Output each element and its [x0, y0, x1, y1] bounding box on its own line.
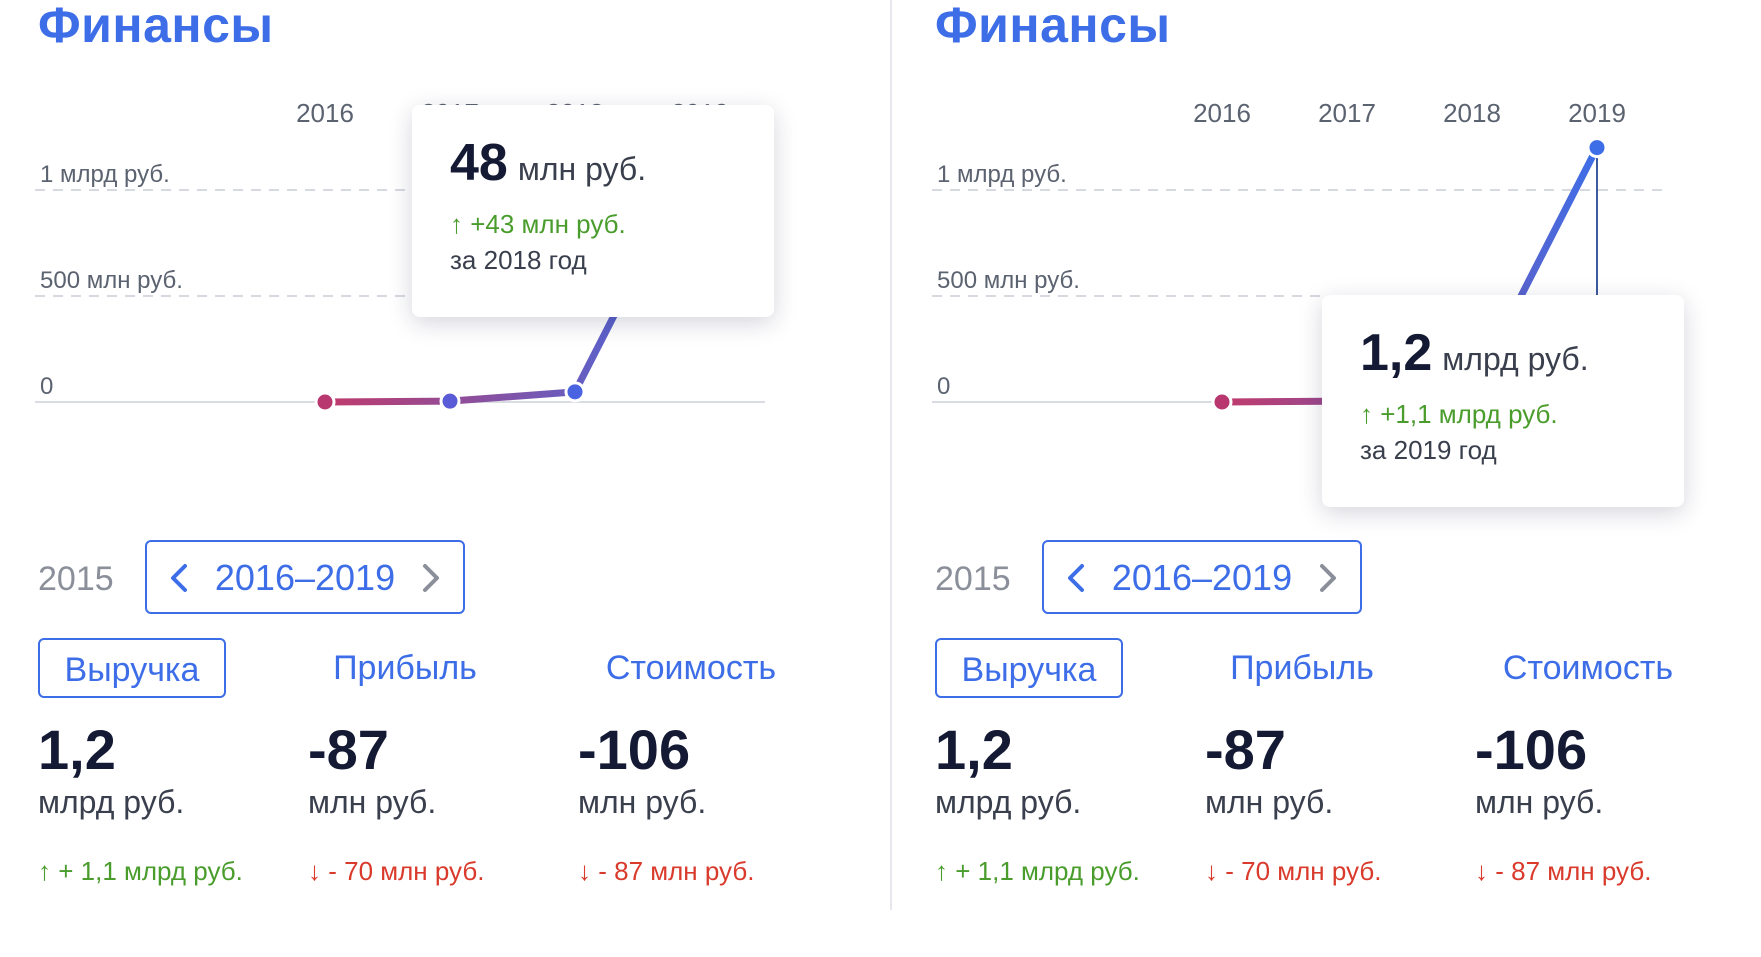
metric-unit: млн руб.	[578, 784, 707, 820]
metric-unit: млн руб.	[308, 784, 437, 820]
x-tick-label: 2017	[1318, 98, 1376, 128]
x-tick-label: 2018	[1443, 98, 1501, 128]
period-selector: 2016–2019	[1042, 540, 1362, 614]
tab-profit[interactable]: Прибыль	[333, 649, 477, 687]
tab-revenue[interactable]: Выручка	[935, 638, 1123, 698]
chart-tooltip: 48 млн руб. ↑ +43 млн руб. за 2018 год	[412, 105, 774, 317]
metric-unit: млрд руб.	[935, 784, 1082, 820]
metric-value-cost: -106 млн руб. ↓ - 87 млн руб.	[578, 720, 838, 887]
y-tick-label: 500 млн руб.	[937, 267, 1080, 294]
tab-revenue[interactable]: Выручка	[38, 638, 226, 698]
metric-unit: млн руб.	[1475, 784, 1604, 820]
period-range-label: 2016–2019	[214, 557, 396, 598]
tooltip-value: 1,2	[1360, 324, 1433, 382]
data-point-2017[interactable]	[439, 390, 461, 412]
metric-value: -87	[308, 718, 389, 781]
previous-period-link[interactable]: 2015	[38, 560, 114, 598]
period-selector: 2016–2019	[145, 540, 465, 614]
y-tick-label: 500 млн руб.	[40, 267, 183, 294]
x-tick-label: 2016	[296, 98, 354, 128]
tooltip-period: за 2019 год	[1360, 435, 1497, 465]
metric-change: ↓ - 87 млн руб.	[578, 856, 755, 886]
metric-value: 1,2	[38, 718, 116, 781]
metric-value: -106	[1475, 718, 1588, 781]
tab-profit[interactable]: Прибыль	[1230, 649, 1374, 687]
tooltip-unit: млн руб.	[517, 151, 647, 187]
tooltip-change: ↑ +1,1 млрд руб.	[1360, 399, 1558, 429]
data-point-2019[interactable]	[1586, 137, 1608, 159]
y-tick-label: 0	[40, 373, 53, 400]
tooltip-value: 48	[450, 134, 508, 192]
tab-value[interactable]: Стоимость	[605, 649, 777, 687]
metric-change: ↓ - 87 млн руб.	[1475, 856, 1652, 886]
chevron-left-icon[interactable]	[1062, 558, 1092, 598]
panel-divider	[890, 0, 892, 910]
data-point-2016[interactable]	[314, 391, 336, 413]
metric-value: -87	[1205, 718, 1286, 781]
chevron-right-icon[interactable]	[1312, 558, 1342, 598]
tooltip-unit: млрд руб.	[1442, 341, 1589, 377]
period-range-label: 2016–2019	[1111, 557, 1293, 598]
y-tick-label: 0	[937, 373, 950, 400]
metric-value: 1,2	[935, 718, 1013, 781]
metric-change: ↑ + 1,1 млрд руб.	[38, 856, 243, 886]
tab-value[interactable]: Стоимость	[1502, 649, 1674, 687]
metric-change: ↓ - 70 млн руб.	[308, 856, 485, 886]
tooltip-period: за 2018 год	[450, 245, 587, 275]
metric-value: -106	[578, 718, 691, 781]
tooltip-change: ↑ +43 млн руб.	[450, 209, 626, 239]
metric-profit: -87 млн руб. ↓ - 70 млн руб.	[1205, 720, 1465, 887]
metric-value-cost: -106 млн руб. ↓ - 87 млн руб.	[1475, 720, 1735, 887]
x-tick-label: 2016	[1193, 98, 1251, 128]
chevron-left-icon[interactable]	[165, 558, 195, 598]
data-point-2018[interactable]	[564, 381, 586, 403]
metric-unit: млрд руб.	[38, 784, 185, 820]
metric-revenue: 1,2 млрд руб. ↑ + 1,1 млрд руб.	[935, 720, 1195, 887]
metric-change: ↑ + 1,1 млрд руб.	[935, 856, 1140, 886]
data-point-2016[interactable]	[1211, 391, 1233, 413]
chevron-right-icon[interactable]	[415, 558, 445, 598]
metric-unit: млн руб.	[1205, 784, 1334, 820]
section-title: Финансы	[38, 0, 274, 53]
y-tick-label: 1 млрд руб.	[937, 161, 1067, 188]
metric-profit: -87 млн руб. ↓ - 70 млн руб.	[308, 720, 568, 887]
previous-period-link[interactable]: 2015	[935, 560, 1011, 598]
metric-change: ↓ - 70 млн руб.	[1205, 856, 1382, 886]
chart-tooltip: 1,2 млрд руб. ↑ +1,1 млрд руб. за 2019 го…	[1322, 295, 1684, 507]
y-tick-label: 1 млрд руб.	[40, 161, 170, 188]
finance-panel-right: Финансы 0 500 млн руб. 1 млрд руб. 2016 2017…	[897, 0, 1761, 957]
metric-revenue: 1,2 млрд руб. ↑ + 1,1 млрд руб.	[38, 720, 298, 887]
section-title: Финансы	[935, 0, 1171, 53]
x-tick-label: 2019	[1568, 98, 1626, 128]
